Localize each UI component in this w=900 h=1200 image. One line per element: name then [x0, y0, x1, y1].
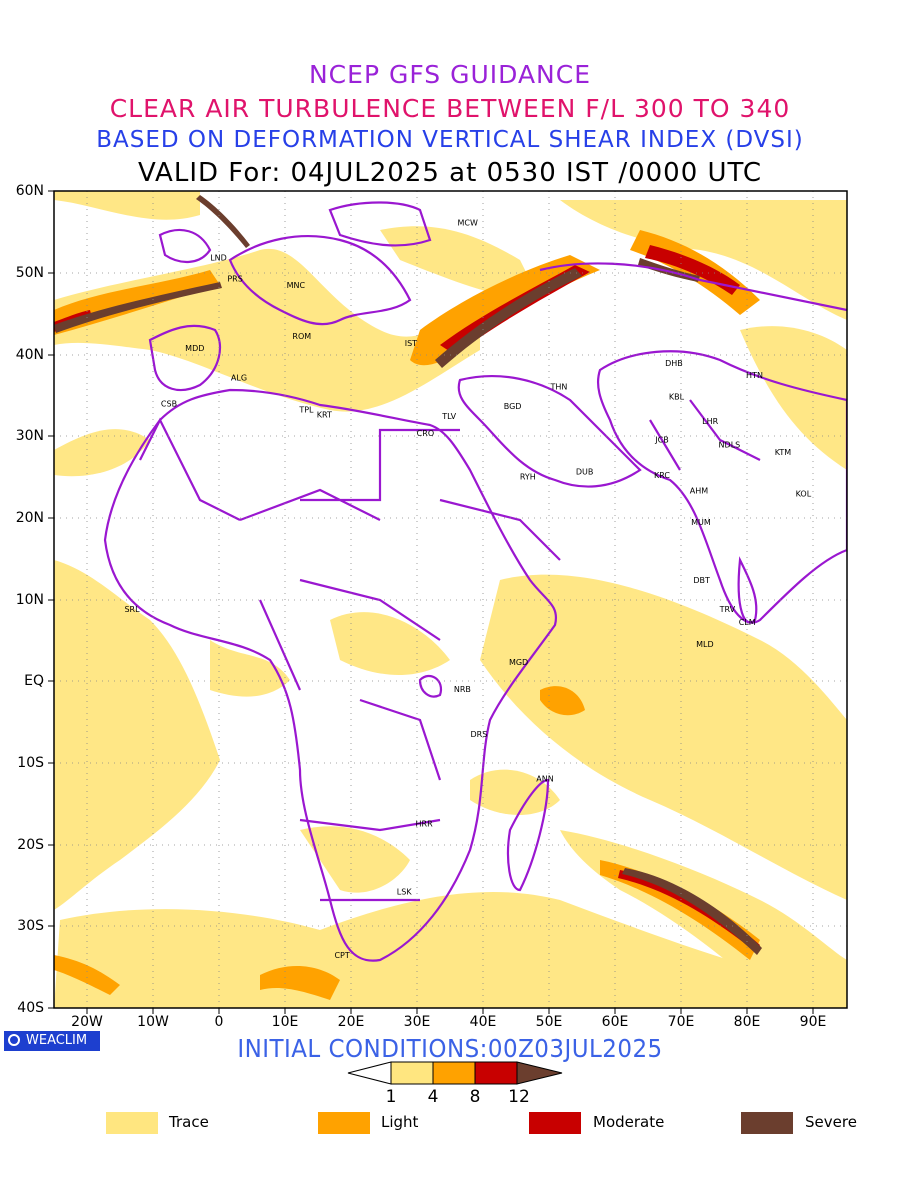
city-label-kol: KOL — [796, 490, 812, 499]
city-label-dub: DUB — [576, 468, 594, 477]
city-label-lhr: LHR — [702, 417, 718, 426]
colorbar-tick: 1 — [385, 1087, 397, 1107]
lat-label: 40N — [15, 347, 44, 363]
lon-label: 40E — [469, 1014, 497, 1030]
city-label-ktm: KTM — [775, 448, 792, 457]
legend-swatch-severe — [741, 1112, 793, 1134]
city-label-drs: DRS — [471, 730, 488, 739]
city-label-ann: ANN — [536, 775, 553, 784]
title-valid-time: VALID For: 04JUL2025 at 0530 IST /0000 U… — [137, 158, 763, 188]
city-label-mgd: MGD — [509, 658, 528, 667]
lat-label: 20N — [15, 510, 44, 526]
city-label-ahm: AHM — [690, 486, 708, 495]
colorbar-segment-trace — [390, 1061, 434, 1085]
city-label-mnc: MNC — [287, 281, 306, 290]
city-label-krt: KRT — [317, 410, 332, 419]
lat-label: 50N — [15, 265, 44, 281]
legend-swatch-light — [318, 1112, 370, 1134]
city-label-hrr: HRR — [416, 820, 434, 829]
city-label-htn: HTN — [746, 371, 763, 380]
lat-label: 20S — [17, 837, 44, 853]
lat-label: 10N — [15, 592, 44, 608]
graticule — [54, 191, 847, 1008]
city-label-lnd: LND — [210, 253, 227, 262]
city-label-mum: MUM — [691, 518, 711, 527]
city-label-mld: MLD — [696, 640, 714, 649]
lon-label: 60E — [601, 1014, 629, 1030]
lon-label: 90E — [799, 1014, 827, 1030]
city-label-ist: IST — [405, 339, 417, 348]
title-product: CLEAR AIR TURBULENCE BETWEEN F/L 300 TO … — [109, 94, 791, 123]
lat-label: 60N — [15, 183, 44, 199]
legend-swatch-moderate — [529, 1112, 581, 1134]
legend-swatch-trace — [106, 1112, 158, 1134]
city-label-trv: TRV — [719, 605, 736, 614]
city-label-bgd: BGD — [504, 402, 522, 411]
legend-label-moderate: Moderate — [593, 1113, 665, 1131]
colorbar-over-arrow — [516, 1061, 563, 1085]
colorbar-tick: 8 — [469, 1087, 481, 1107]
city-label-mdd: MDD — [185, 344, 204, 353]
city-label-jcb: JCB — [654, 436, 668, 445]
title-method: BASED ON DEFORMATION VERTICAL SHEAR INDE… — [96, 127, 804, 153]
city-label-clm: CLM — [739, 618, 756, 627]
city-label-krc: KRC — [654, 471, 670, 480]
legend-label-trace: Trace — [169, 1113, 209, 1131]
city-label-thn: THN — [549, 383, 567, 392]
colorbar-segment-light — [432, 1061, 476, 1085]
lat-label: EQ — [24, 673, 44, 689]
lon-label: 20W — [71, 1014, 103, 1030]
lon-label: 80E — [733, 1014, 761, 1030]
colorbar-tick: 4 — [427, 1087, 439, 1107]
lon-label: 0 — [214, 1014, 224, 1030]
city-label-cpt: CPT — [334, 951, 349, 960]
colorbar-segment-moderate — [474, 1061, 518, 1085]
colorbar-under-arrow — [347, 1061, 392, 1085]
legend-label-severe: Severe — [805, 1113, 857, 1131]
lon-label: 10W — [137, 1014, 169, 1030]
city-label-ndls: NDLS — [719, 441, 741, 450]
city-label-rom: ROM — [292, 332, 311, 341]
lat-label: 40S — [17, 1000, 44, 1016]
city-label-tpl: TPL — [298, 405, 314, 414]
city-label-cro: CRO — [417, 429, 434, 438]
legend-label-light: Light — [381, 1113, 419, 1131]
city-label-lsk: LSK — [397, 887, 413, 896]
trace-areas — [54, 191, 847, 1008]
lat-label: 30S — [17, 918, 44, 934]
axis-ticks — [48, 190, 814, 1014]
city-label-kbl: KBL — [669, 392, 685, 401]
lat-label: 10S — [17, 755, 44, 771]
lon-label: 20E — [337, 1014, 365, 1030]
city-label-prs: PRS — [227, 275, 242, 284]
city-label-dbt: DBT — [693, 576, 710, 585]
country-boundaries — [103, 201, 847, 962]
city-label-dhb: DHB — [665, 359, 683, 368]
city-label-tlv: TLV — [441, 412, 456, 421]
lon-label: 50E — [535, 1014, 563, 1030]
city-label-csb: CSB — [161, 400, 177, 409]
initial-conditions: INITIAL CONDITIONS:00Z03JUL2025 — [237, 1034, 663, 1063]
city-label-nrb: NRB — [454, 685, 471, 694]
colorbar-tick: 12 — [508, 1087, 530, 1107]
city-label-alg: ALG — [231, 374, 247, 383]
weaclim-logo: WEACLIM — [4, 1031, 100, 1051]
city-label-srl: SRL — [124, 605, 140, 614]
lon-label: 10E — [271, 1014, 299, 1030]
colorbar — [347, 1061, 563, 1085]
lon-label: 30E — [403, 1014, 431, 1030]
logo-circle-icon — [8, 1034, 20, 1046]
logo-text: WEACLIM — [26, 1033, 88, 1048]
city-label-ryh: RYH — [520, 472, 536, 481]
title-model: NCEP GFS GUIDANCE — [308, 60, 591, 89]
lon-label: 70E — [667, 1014, 695, 1030]
lat-label: 30N — [15, 428, 44, 444]
city-label-mcw: MCW — [457, 218, 477, 227]
